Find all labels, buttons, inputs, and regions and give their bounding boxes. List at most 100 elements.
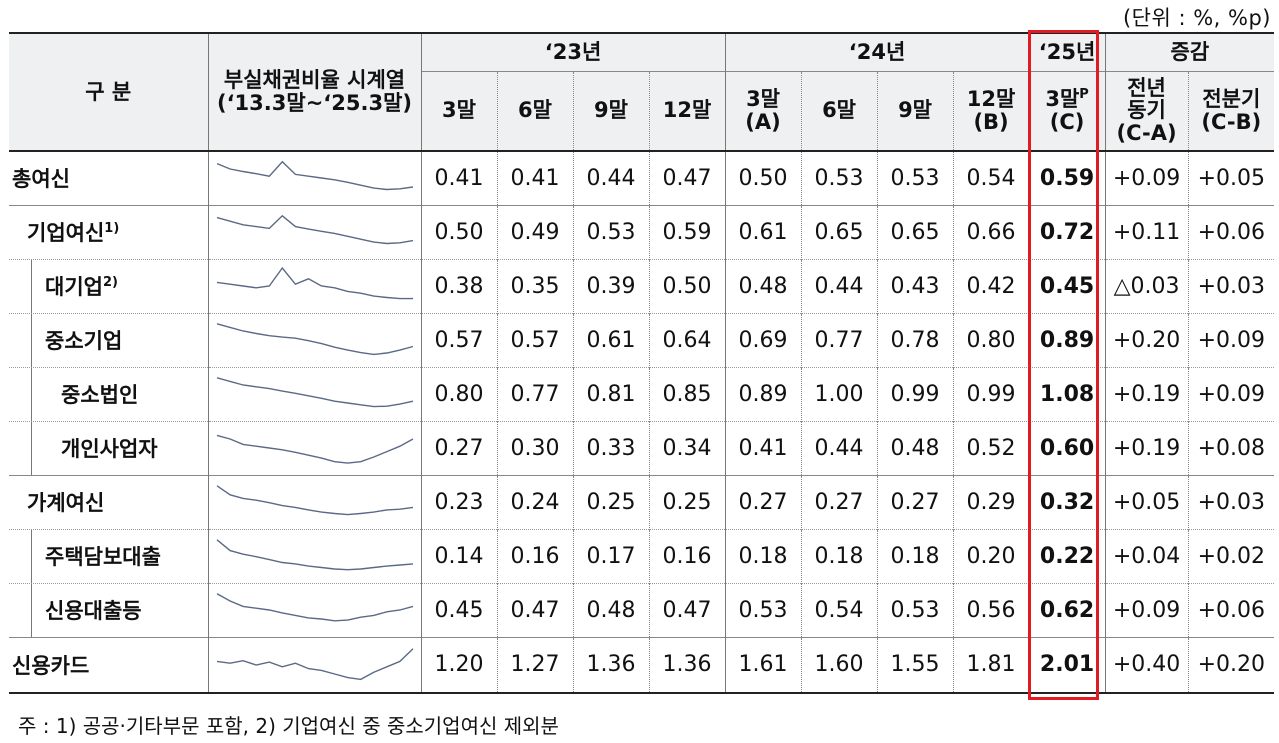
q25-3-sup: P: [1079, 87, 1089, 103]
sparkline-path: [216, 593, 413, 622]
value-cell: 0.29: [952, 474, 1030, 529]
value-cell: 0.61: [572, 312, 649, 367]
sparkline-cell: [207, 258, 421, 313]
change-value-cell: +0.05: [1104, 474, 1189, 529]
npl-trend-sparkline: [216, 266, 413, 300]
change-value-cell: +0.19: [1104, 366, 1189, 421]
value-cell: 0.33: [572, 420, 649, 475]
value-cell: 1.36: [648, 636, 726, 693]
value-cell: 0.78: [876, 312, 954, 367]
value-cell: 0.66: [952, 204, 1030, 259]
table-row: 신용대출등 0.45 0.47 0.48 0.47 0.53 0.54 0.53 0.56 0.6…: [9, 582, 1275, 637]
value-cell: 0.47: [648, 582, 726, 637]
current-value-cell: 0.62: [1028, 582, 1106, 637]
sparkline-path: [216, 434, 413, 464]
value-cell: 0.80: [952, 312, 1030, 367]
sparkline-cell: [207, 528, 421, 583]
value-cell: 0.25: [572, 474, 649, 529]
value-cell: 0.34: [648, 420, 726, 475]
change-value-cell: +0.19: [1104, 420, 1189, 475]
value-cell: 1.55: [876, 636, 954, 693]
sparkline-cell: [207, 150, 421, 205]
sparkline-header-line2: (‘13.3말~‘25.3말): [216, 91, 412, 115]
sparkline-cell: [207, 474, 421, 529]
table-row: 총여신 0.41 0.41 0.44 0.47 0.50 0.53 0.53 0.54 0.59 +…: [9, 150, 1275, 205]
current-value-cell: 0.89: [1028, 312, 1106, 367]
value-cell: 0.43: [876, 258, 954, 313]
value-cell: 0.27: [420, 420, 497, 475]
value-cell: 0.17: [572, 528, 649, 583]
change-value-cell: +0.20: [1104, 312, 1189, 367]
value-cell: 0.57: [496, 312, 573, 367]
npl-trend-sparkline: [216, 648, 413, 680]
value-cell: 0.50: [648, 258, 726, 313]
value-cell: 0.57: [420, 312, 497, 367]
value-cell: 0.18: [800, 528, 878, 583]
q24-6-header: 6말: [800, 70, 878, 151]
year-23-header: ‘23년: [420, 32, 726, 71]
current-value-cell: 0.60: [1028, 420, 1106, 475]
sparkline-path: [216, 539, 413, 571]
row-label-footnote-mark: 2): [102, 275, 118, 290]
q23-3-header: 3말: [420, 70, 497, 151]
value-cell: 0.16: [648, 528, 726, 583]
sparkline-path: [216, 485, 413, 516]
value-cell: 0.53: [876, 150, 954, 205]
table-row: 주택담보대출 0.14 0.16 0.17 0.16 0.18 0.18 0.18 0.20 0.…: [9, 528, 1275, 583]
q24-9-header: 9말: [876, 70, 954, 151]
change-value-cell: +0.11: [1104, 204, 1189, 259]
change-value-cell: +0.03: [1187, 474, 1275, 529]
value-cell: 0.18: [876, 528, 954, 583]
value-cell: 0.52: [952, 420, 1030, 475]
value-cell: 0.41: [496, 150, 573, 205]
current-value-cell: 0.22: [1028, 528, 1106, 583]
value-cell: 0.35: [496, 258, 573, 313]
table-row: 개인사업자 0.27 0.30 0.33 0.34 0.41 0.44 0.48 0.52 0.6…: [9, 420, 1275, 475]
current-value-cell: 0.32: [1028, 474, 1106, 529]
current-value-cell: 2.01: [1028, 636, 1106, 693]
value-cell: 0.61: [724, 204, 802, 259]
sparkline-cell: [207, 420, 421, 475]
value-cell: 0.48: [724, 258, 802, 313]
q24-3-sub: (A): [745, 109, 781, 134]
sparkline-path: [216, 161, 413, 191]
npl-trend-sparkline: [216, 214, 413, 245]
table-row: 가계여신 0.23 0.24 0.25 0.25 0.27 0.27 0.27 0.29 0.32…: [9, 474, 1275, 529]
table-row: 대기업2) 0.38 0.35 0.39 0.50 0.48 0.44 0.43 0.42 0.4…: [9, 258, 1275, 313]
category-header: 구 분: [9, 32, 208, 151]
value-cell: 0.44: [800, 258, 878, 313]
row-label: 개인사업자: [9, 420, 208, 475]
change-value-cell: +0.06: [1187, 582, 1275, 637]
q24-12-sub: (B): [973, 109, 1009, 134]
value-cell: 0.54: [800, 582, 878, 637]
value-cell: 0.48: [876, 420, 954, 475]
row-label-footnote-mark: 1): [104, 221, 120, 236]
value-cell: 0.64: [648, 312, 726, 367]
value-cell: 0.50: [420, 204, 497, 259]
table-row: 중소기업 0.57 0.57 0.61 0.64 0.69 0.77 0.78 0.80 0.89…: [9, 312, 1275, 367]
value-cell: 1.36: [572, 636, 649, 693]
change-value-cell: +0.03: [1187, 258, 1275, 313]
row-label: 중소법인: [9, 366, 208, 421]
value-cell: 0.45: [420, 582, 497, 637]
qoq-header: 전분기 (C-B): [1187, 70, 1275, 151]
value-cell: 0.14: [420, 528, 497, 583]
value-cell: 0.53: [876, 582, 954, 637]
q23-6-header: 6말: [496, 70, 573, 151]
value-cell: 0.54: [952, 150, 1030, 205]
change-value-cell: +0.40: [1104, 636, 1189, 693]
value-cell: 0.24: [496, 474, 573, 529]
value-cell: 0.27: [800, 474, 878, 529]
sparkline-cell: [207, 582, 421, 637]
value-cell: 0.59: [648, 204, 726, 259]
change-value-cell: +0.20: [1187, 636, 1275, 693]
value-cell: 0.53: [724, 582, 802, 637]
row-label-text: 개인사업자: [61, 437, 158, 461]
sparkline-path: [216, 214, 413, 245]
npl-trend-sparkline: [216, 161, 413, 191]
q25-3-main: 3말: [1045, 87, 1080, 112]
year-24-header: ‘24년: [724, 32, 1030, 71]
qoq-header-line2: (C-B): [1201, 109, 1262, 134]
value-cell: 0.53: [572, 204, 649, 259]
value-cell: 1.60: [800, 636, 878, 693]
